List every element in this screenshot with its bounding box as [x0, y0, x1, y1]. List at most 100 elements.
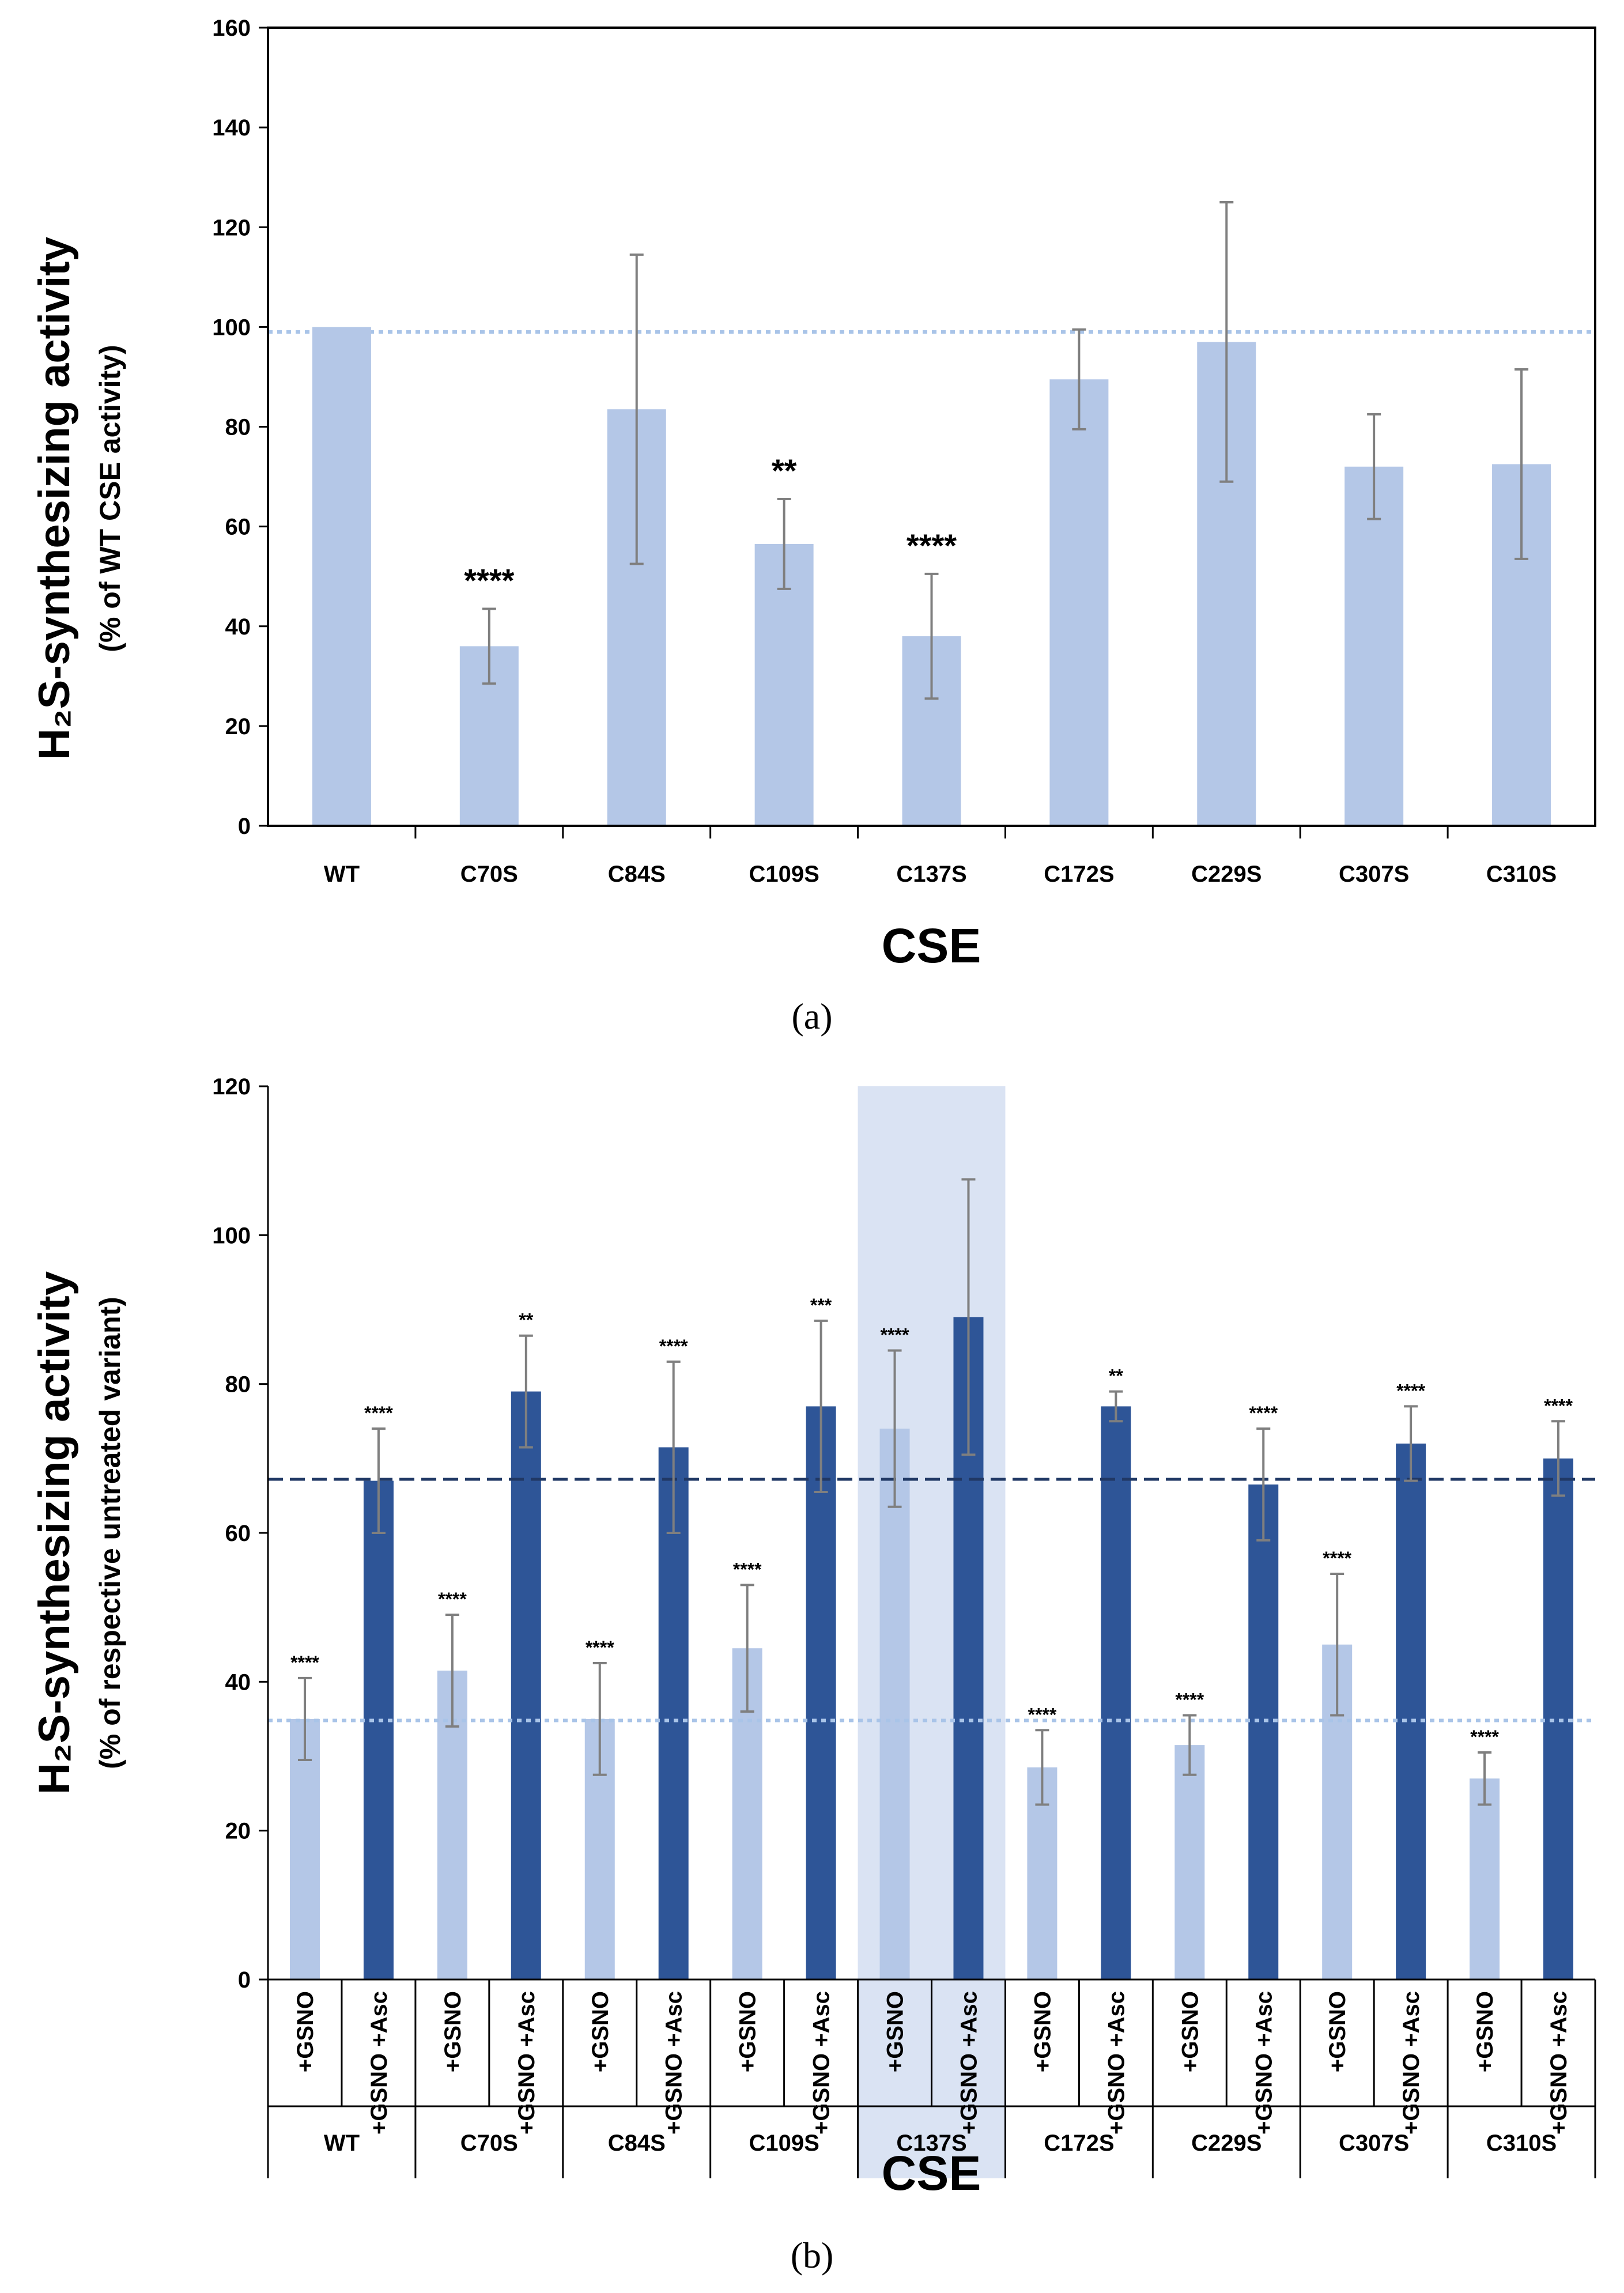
- b-treatment-label-c307s-gsno: +GSNO: [1325, 1991, 1350, 2072]
- b-significance-c307s-gsno: ****: [1323, 1548, 1351, 1569]
- b-significance-c307s-gsno-asc: ****: [1396, 1380, 1425, 1401]
- b-bar-c70s-gsno-asc: [511, 1391, 541, 1980]
- a-error-bars: [482, 201, 1529, 700]
- a-significance-c137s: ****: [907, 527, 957, 564]
- b-x-label-c109s: C109S: [749, 2130, 819, 2156]
- b-significance-c172s-gsno: ****: [1028, 1704, 1057, 1725]
- b-error-bar-c70s-gsno-asc: [519, 1334, 533, 1449]
- b-error-bar-c84s-gsno: [592, 1662, 607, 1776]
- panel-b: ****************************************…: [30, 1074, 1596, 2276]
- b-bar-c137s-gsno: [879, 1429, 910, 1980]
- a-x-label-c109s: C109S: [749, 862, 819, 887]
- a-error-bar-c172s: [1072, 328, 1086, 430]
- a-significance-labels: **********: [464, 452, 957, 598]
- b-significance-c172s-gsno-asc: **: [1109, 1366, 1123, 1387]
- b-treatment-label-c310s-gsno: +GSNO: [1472, 1991, 1498, 2072]
- b-significance-c84s-gsno-asc: ****: [659, 1336, 688, 1357]
- a-error-bar-c109s: [777, 498, 791, 590]
- b-x-labels: +GSNO +GSNO +Asc WT +GSNO +GSNO +Asc C70S +GSN…: [293, 1991, 1572, 2156]
- a-x-label-c70s: C70S: [460, 862, 518, 887]
- a-bar-c109s: [754, 543, 814, 826]
- b-treatment-label-wt-gsno: +GSNO: [293, 1991, 318, 2072]
- a-x-label-c310s: C310S: [1486, 862, 1557, 887]
- b-error-bar-c229s-gsno-asc: [1256, 1427, 1271, 1542]
- b-significance-c229s-gsno-asc: ****: [1249, 1403, 1278, 1423]
- b-error-bar-c109s-gsno: [740, 1584, 754, 1713]
- a-bar-c307s: [1344, 466, 1404, 826]
- b-bar-c307s-gsno-asc: [1396, 1444, 1426, 1980]
- b-bar-c84s-gsno-asc: [658, 1447, 689, 1980]
- b-error-bars: [297, 1178, 1566, 1806]
- b-error-bar-c137s-gsno: [887, 1349, 902, 1508]
- b-treatment-label-c137s-gsno: +GSNO: [883, 1991, 908, 2072]
- b-error-bar-c310s-gsno-asc: [1551, 1420, 1566, 1497]
- b-x-label-c229s: C229S: [1191, 2130, 1262, 2156]
- b-significance-c310s-gsno: ****: [1470, 1727, 1499, 1747]
- b-significance-c70s-gsno-asc: **: [519, 1310, 533, 1331]
- b-error-bar-c307s-gsno-asc: [1404, 1405, 1418, 1482]
- b-bar-c109s-gsno-asc: [806, 1406, 836, 1980]
- b-treatment-label-c109s-gsno-asc: +GSNO +Asc: [809, 1991, 834, 2135]
- b-error-bar-c172s-gsno: [1035, 1729, 1049, 1806]
- b-x-axis-title: CSE: [882, 2146, 981, 2200]
- b-error-bar-c172s-gsno-asc: [1109, 1390, 1123, 1423]
- b-y-tick-label: 0: [238, 1967, 251, 1993]
- b-x-label-c172s: C172S: [1044, 2130, 1114, 2156]
- b-x-label-c310s: C310S: [1486, 2130, 1557, 2156]
- b-treatment-label-c137s-gsno-asc: +GSNO +Asc: [956, 1991, 981, 2135]
- b-bar-wt-gsno: [289, 1718, 320, 1980]
- a-error-bar-c307s: [1367, 413, 1381, 520]
- a-x-label-c84s: C84S: [608, 862, 666, 887]
- a-x-label-c307s: C307S: [1339, 862, 1409, 887]
- a-x-axis-title: CSE: [882, 919, 981, 973]
- b-treatment-label-c70s-gsno: +GSNO: [440, 1991, 466, 2072]
- b-treatment-label-c84s-gsno-asc: +GSNO +Asc: [662, 1991, 687, 2135]
- b-significance-c137s-gsno: ****: [881, 1325, 909, 1346]
- b-error-bar-wt-gsno: [297, 1676, 312, 1761]
- a-x-label-c229s: C229S: [1191, 862, 1262, 887]
- b-bar-wt-gsno-asc: [363, 1480, 394, 1980]
- a-error-bar-c137s: [924, 572, 939, 700]
- b-significance-labels: ****************************************…: [290, 1295, 1573, 1747]
- a-y-axis-title: H₂S-synthesizing activity: [30, 237, 79, 760]
- b-treatment-label-c229s-gsno: +GSNO: [1177, 1991, 1203, 2072]
- b-significance-c109s-gsno-asc: ***: [810, 1295, 832, 1316]
- b-error-bar-c310s-gsno: [1478, 1751, 1492, 1806]
- b-significance-wt-gsno: ****: [290, 1652, 319, 1673]
- a-significance-c70s: ****: [464, 562, 514, 598]
- b-x-label-c70s: C70S: [460, 2130, 518, 2156]
- b-bar-c229s-gsno: [1174, 1745, 1205, 1980]
- b-y-tick-label: 100: [212, 1223, 251, 1248]
- a-y-tick-label: 160: [212, 16, 251, 41]
- a-x-categories: WT C70S C84S C109S C137S C172S C229S C307S C310S: [324, 826, 1557, 887]
- b-panel-label: (b): [791, 2235, 834, 2276]
- a-x-label-c137s: C137S: [896, 862, 966, 887]
- b-y-tick-label: 80: [225, 1372, 251, 1397]
- b-bar-c172s-gsno-asc: [1101, 1406, 1131, 1980]
- b-x-label-c84s: C84S: [608, 2130, 666, 2156]
- b-treatment-label-c172s-gsno: +GSNO: [1030, 1991, 1055, 2072]
- a-bar-wt: [312, 327, 371, 826]
- b-x-label-c307s: C307S: [1339, 2130, 1409, 2156]
- a-bars: [312, 327, 1551, 826]
- b-significance-c70s-gsno: ****: [438, 1589, 467, 1610]
- b-treatment-label-c109s-gsno: +GSNO: [735, 1991, 761, 2072]
- a-error-bar-c229s: [1219, 201, 1234, 483]
- b-error-bar-c137s-gsno-asc: [961, 1178, 976, 1456]
- b-significance-c310s-gsno-asc: ****: [1544, 1395, 1573, 1416]
- a-significance-c109s: **: [772, 452, 797, 489]
- b-error-bar-wt-gsno-asc: [371, 1427, 386, 1534]
- a-y-tick-label: 80: [225, 415, 251, 440]
- b-significance-c84s-gsno: ****: [586, 1637, 614, 1658]
- b-error-bar-c109s-gsno-asc: [814, 1319, 828, 1493]
- b-axes: [267, 1086, 1596, 2178]
- b-treatment-label-c307s-gsno-asc: +GSNO +Asc: [1399, 1991, 1424, 2135]
- b-x-label-wt: WT: [324, 2130, 360, 2156]
- b-significance-c229s-gsno: ****: [1175, 1689, 1204, 1710]
- b-error-bar-c84s-gsno-asc: [666, 1360, 681, 1534]
- b-y-tick-label: 120: [212, 1074, 251, 1100]
- b-treatment-label-wt-gsno-asc: +GSNO +Asc: [367, 1991, 392, 2135]
- a-y-tick-label: 20: [225, 714, 251, 739]
